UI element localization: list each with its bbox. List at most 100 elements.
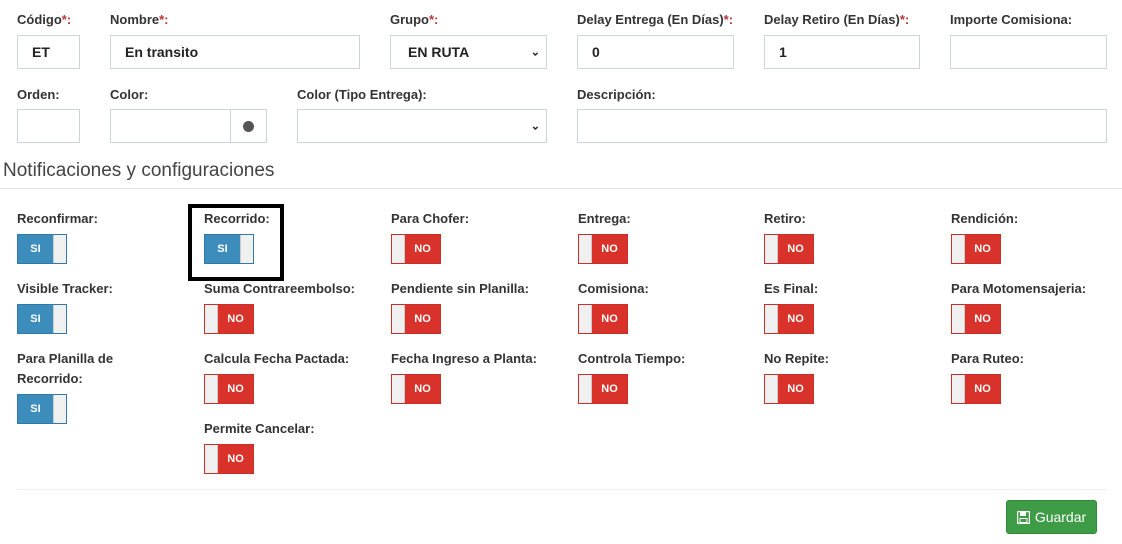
toggle-state: SI (217, 243, 228, 255)
toggle-knob[interactable] (392, 235, 405, 263)
toggle-label-visible-tracker: Visible Tracker: (17, 281, 113, 296)
toggle-knob[interactable] (765, 235, 778, 263)
color-tipo-entrega-label: Color (Tipo Entrega): (297, 87, 427, 102)
color-picker-button[interactable] (230, 109, 267, 143)
toggle-retiro[interactable]: NO (764, 234, 814, 264)
toggle-state: SI (30, 403, 41, 415)
toggle-state: NO (414, 313, 431, 325)
nombre-input[interactable]: En transito (110, 35, 360, 69)
toggle-rendicion[interactable]: NO (951, 234, 1001, 264)
orden-input[interactable] (17, 109, 80, 143)
toggle-label-para-ruteo: Para Ruteo: (951, 351, 1024, 366)
delay-retiro-input[interactable]: 1 (764, 35, 920, 69)
divider (0, 188, 1122, 189)
toggle-visible-tracker[interactable]: SI (17, 304, 67, 334)
toggle-label-para-planilla-de-recorrido: Para Planilla de Recorrido: (17, 351, 114, 386)
toggle-knob[interactable] (765, 375, 778, 403)
toggle-calcula-fecha-pactada[interactable]: NO (204, 374, 254, 404)
toggle-label-fecha-ingreso-a-planta: Fecha Ingreso a Planta: (391, 351, 537, 366)
toggle-knob[interactable] (53, 395, 66, 423)
save-label: Guardar (1034, 509, 1087, 525)
toggle-label-recorrido: Recorrido: (204, 211, 270, 226)
toggle-para-chofer[interactable]: NO (391, 234, 441, 264)
toggle-knob[interactable] (205, 305, 218, 333)
toggle-pendiente-sin-planilla[interactable]: NO (391, 304, 441, 334)
highlight-box (188, 204, 284, 281)
toggle-suma-contrareembolso[interactable]: NO (204, 304, 254, 334)
toggle-permite-cancelar[interactable]: NO (204, 444, 254, 474)
toggle-recorrido[interactable]: SI (204, 234, 254, 264)
grupo-select[interactable]: EN RUTA ⌄ (390, 35, 547, 69)
color-dot-icon (243, 120, 254, 132)
toggle-entrega[interactable]: NO (578, 234, 628, 264)
toggle-label-para-motomensajeria: Para Motomensajeria: (951, 281, 1087, 296)
toggle-knob[interactable] (579, 305, 592, 333)
codigo-input[interactable]: ET (17, 35, 80, 69)
chevron-down-icon: ⌄ (530, 120, 540, 133)
toggle-state: NO (974, 383, 991, 395)
toggle-label-calcula-fecha-pactada: Calcula Fecha Pactada: (204, 351, 350, 366)
toggle-knob[interactable] (765, 305, 778, 333)
toggle-label-es-final: Es Final: (764, 281, 819, 296)
divider (17, 489, 1107, 490)
toggle-label-pendiente-sin-planilla: Pendiente sin Planilla: (391, 281, 529, 296)
save-button[interactable]: Guardar (1006, 500, 1097, 534)
nombre-label: Nombre*: (110, 12, 169, 27)
descripcion-input[interactable] (577, 109, 1107, 143)
toggle-knob[interactable] (952, 235, 965, 263)
toggle-reconfirmar[interactable]: SI (17, 234, 67, 264)
toggle-state: NO (787, 383, 804, 395)
codigo-label: Código*: (17, 12, 72, 27)
toggle-state: NO (227, 453, 244, 465)
toggle-para-motomensajeria[interactable]: NO (951, 304, 1001, 334)
toggle-knob[interactable] (53, 305, 66, 333)
toggle-para-planilla-de-recorrido[interactable]: SI (17, 394, 67, 424)
toggle-state: SI (30, 243, 41, 255)
toggle-fecha-ingreso-a-planta[interactable]: NO (391, 374, 441, 404)
delay-retiro-label: Delay Retiro (En Días)*: (764, 12, 910, 27)
toggle-comisiona[interactable]: NO (578, 304, 628, 334)
toggle-knob[interactable] (240, 235, 253, 263)
delay-entrega-input[interactable]: 0 (577, 35, 734, 69)
importe-comisiona-label: Importe Comisiona: (950, 12, 1073, 27)
toggle-state: NO (414, 243, 431, 255)
toggle-label-rendicion: Rendición: (951, 211, 1019, 226)
color-input[interactable] (110, 109, 231, 143)
toggle-para-ruteo[interactable]: NO (951, 374, 1001, 404)
color-tipo-entrega-select[interactable]: ⌄ (297, 109, 547, 143)
toggle-state: NO (787, 313, 804, 325)
toggle-label-para-chofer: Para Chofer: (391, 211, 470, 226)
toggle-no-repite[interactable]: NO (764, 374, 814, 404)
toggle-knob[interactable] (205, 375, 218, 403)
toggle-state: NO (601, 383, 618, 395)
toggle-label-controla-tiempo: Controla Tiempo: (578, 351, 686, 366)
toggle-knob[interactable] (579, 375, 592, 403)
grupo-label: Grupo*: (390, 12, 439, 27)
toggle-knob[interactable] (952, 305, 965, 333)
descripcion-label: Descripción: (577, 87, 656, 102)
toggle-es-final[interactable]: NO (764, 304, 814, 334)
color-label: Color: (110, 87, 149, 102)
toggle-state: NO (601, 243, 618, 255)
toggle-knob[interactable] (952, 375, 965, 403)
toggle-label-reconfirmar: Reconfirmar: (17, 211, 98, 226)
toggle-label-suma-contrareembolso: Suma Contrareembolso: (204, 281, 355, 296)
toggle-state: SI (30, 313, 41, 325)
importe-comisiona-input[interactable] (950, 35, 1107, 69)
floppy-disk-icon (1016, 510, 1030, 524)
toggle-knob[interactable] (392, 305, 405, 333)
toggle-controla-tiempo[interactable]: NO (578, 374, 628, 404)
toggle-label-comisiona: Comisiona: (578, 281, 649, 296)
toggle-state: NO (974, 313, 991, 325)
toggle-state: NO (974, 243, 991, 255)
toggle-state: NO (601, 313, 618, 325)
toggle-label-entrega: Entrega: (578, 211, 631, 226)
toggle-knob[interactable] (205, 445, 218, 473)
toggle-knob[interactable] (579, 235, 592, 263)
toggle-label-permite-cancelar: Permite Cancelar: (204, 421, 315, 436)
toggle-knob[interactable] (53, 235, 66, 263)
delay-entrega-label: Delay Entrega (En Días)*: (577, 12, 734, 27)
orden-label: Orden: (17, 87, 60, 102)
toggle-knob[interactable] (392, 375, 405, 403)
toggle-state: NO (227, 313, 244, 325)
